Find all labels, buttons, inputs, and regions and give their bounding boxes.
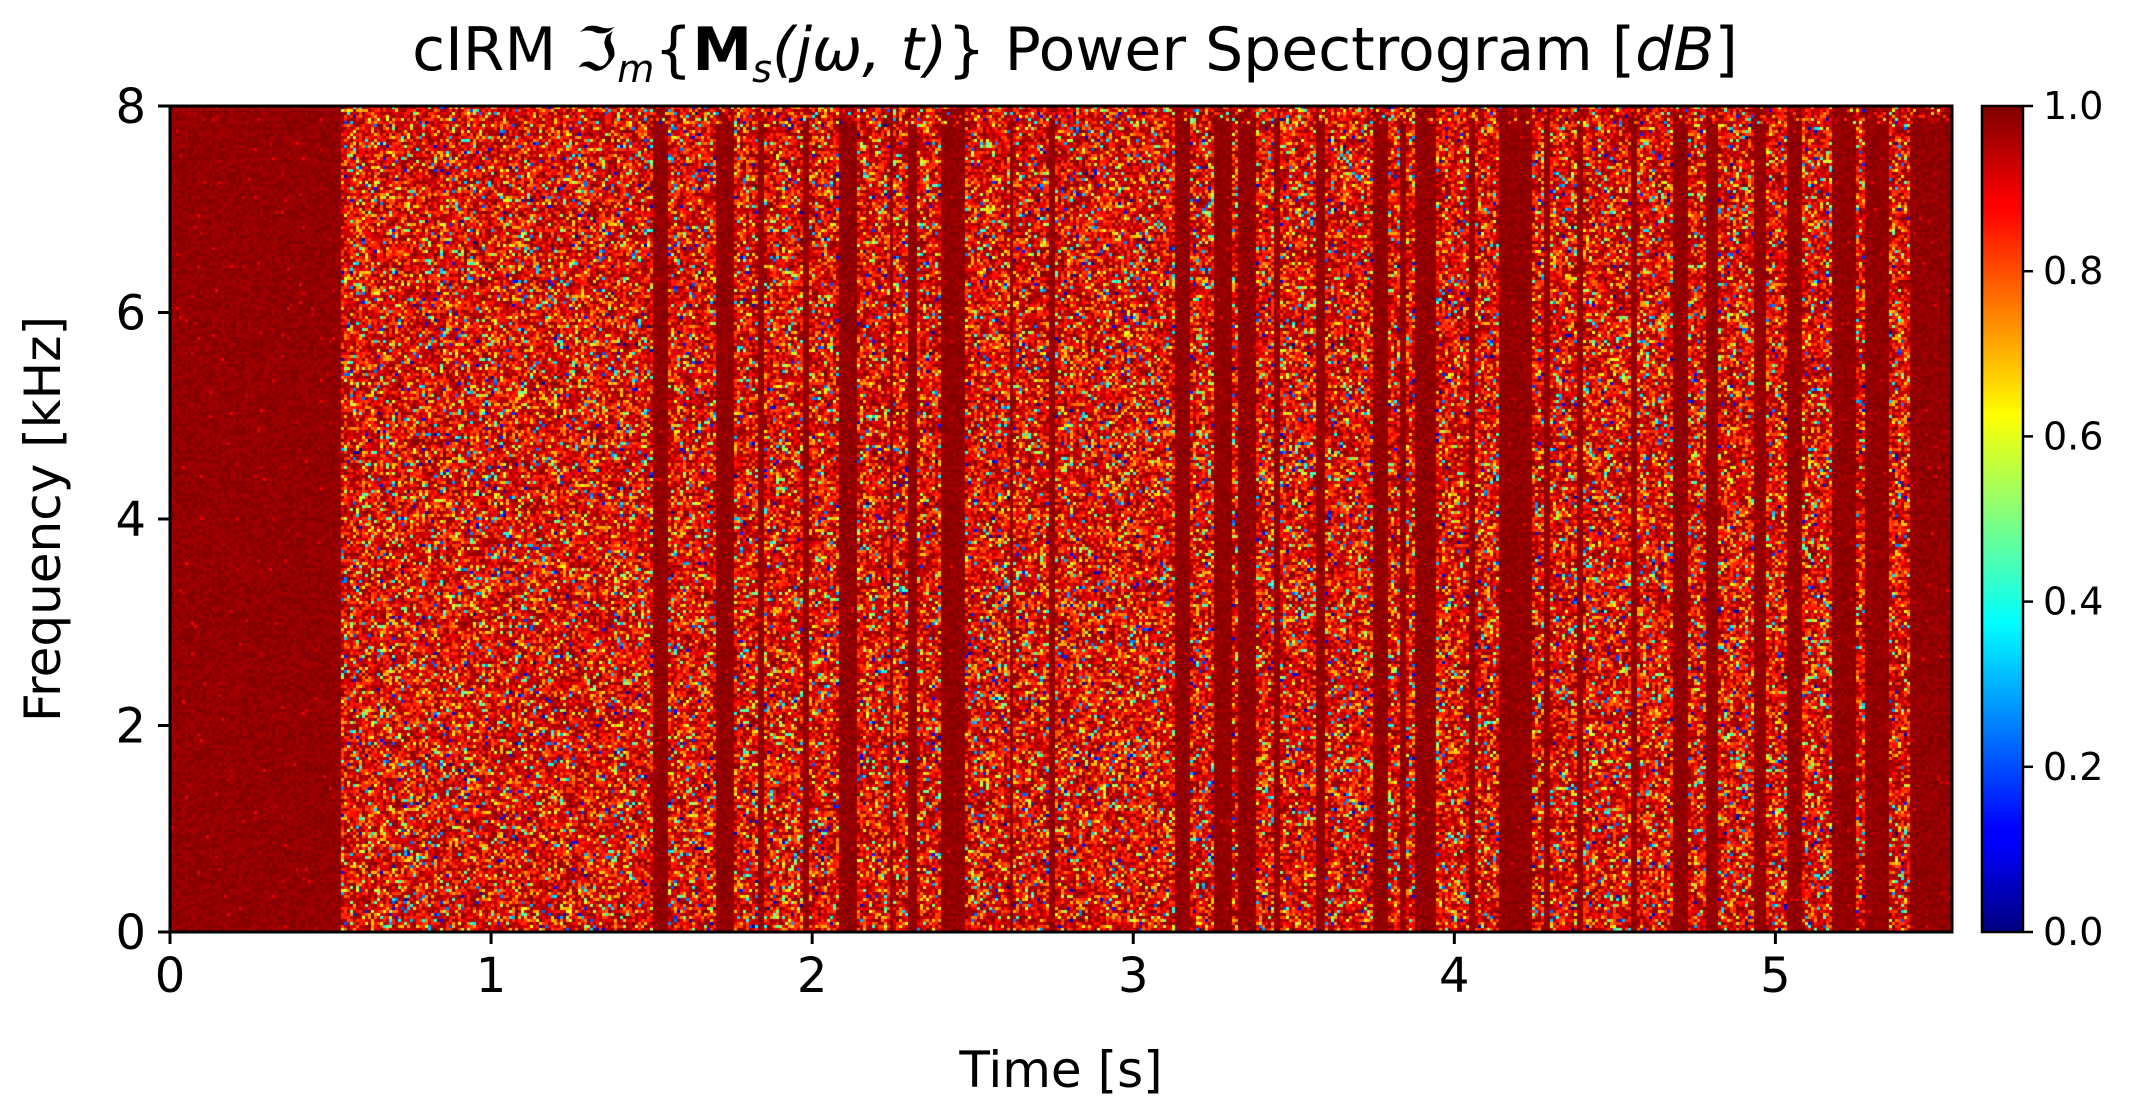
colorbar-tick-label: 0.8 xyxy=(2043,249,2103,293)
colorbar xyxy=(1980,104,2025,934)
title-args: (jω, t) xyxy=(772,15,947,85)
y-tick-label: 2 xyxy=(115,699,146,755)
colorbar-tick-label: 1.0 xyxy=(2043,84,2103,128)
colorbar-tick-label: 0.4 xyxy=(2043,580,2103,624)
y-tick-label: 8 xyxy=(115,79,146,135)
x-axis-ticks: 0 1 2 3 4 5 xyxy=(155,932,1791,1004)
x-axis-label: Time [s] xyxy=(958,1041,1162,1099)
title-mask-sub: s xyxy=(752,47,772,91)
x-tick-label: 1 xyxy=(476,948,507,1004)
heatmap-area xyxy=(170,106,1952,932)
colorbar-tick-label: 0.6 xyxy=(2043,414,2103,458)
title-open-brace: { xyxy=(654,15,692,85)
x-tick-label: 2 xyxy=(797,948,828,1004)
y-tick-label: 4 xyxy=(115,492,146,548)
title-operator-sub: m xyxy=(617,47,654,91)
y-axis-label: Frequency [kHz] xyxy=(14,316,72,722)
title-close: ] xyxy=(1714,15,1737,85)
title-close-brace: } xyxy=(947,15,985,85)
colorbar-ticks: 0.0 0.2 0.4 0.6 0.8 1.0 xyxy=(2023,84,2103,954)
heatmap-canvas xyxy=(170,106,1952,932)
title-mask-symbol: M xyxy=(692,15,752,85)
title-suffix: Power Spectrogram [ xyxy=(986,15,1636,85)
x-tick-label: 4 xyxy=(1439,948,1470,1004)
y-axis-ticks: 0 2 4 6 8 xyxy=(115,79,170,961)
title-prefix: cIRM xyxy=(412,15,575,85)
x-tick-label: 3 xyxy=(1118,948,1149,1004)
x-tick-label: 0 xyxy=(155,948,186,1004)
y-tick-label: 0 xyxy=(115,905,146,961)
colorbar-tick-label: 0.0 xyxy=(2043,910,2103,954)
x-tick-label: 5 xyxy=(1760,948,1791,1004)
chart-title: cIRM ℑm{Ms(jω, t)} Power Spectrogram [dB… xyxy=(412,15,1738,91)
title-unit: dB xyxy=(1635,15,1714,85)
title-operator: ℑ xyxy=(575,15,617,85)
y-tick-label: 6 xyxy=(115,286,146,342)
colorbar-tick-label: 0.2 xyxy=(2043,745,2103,789)
